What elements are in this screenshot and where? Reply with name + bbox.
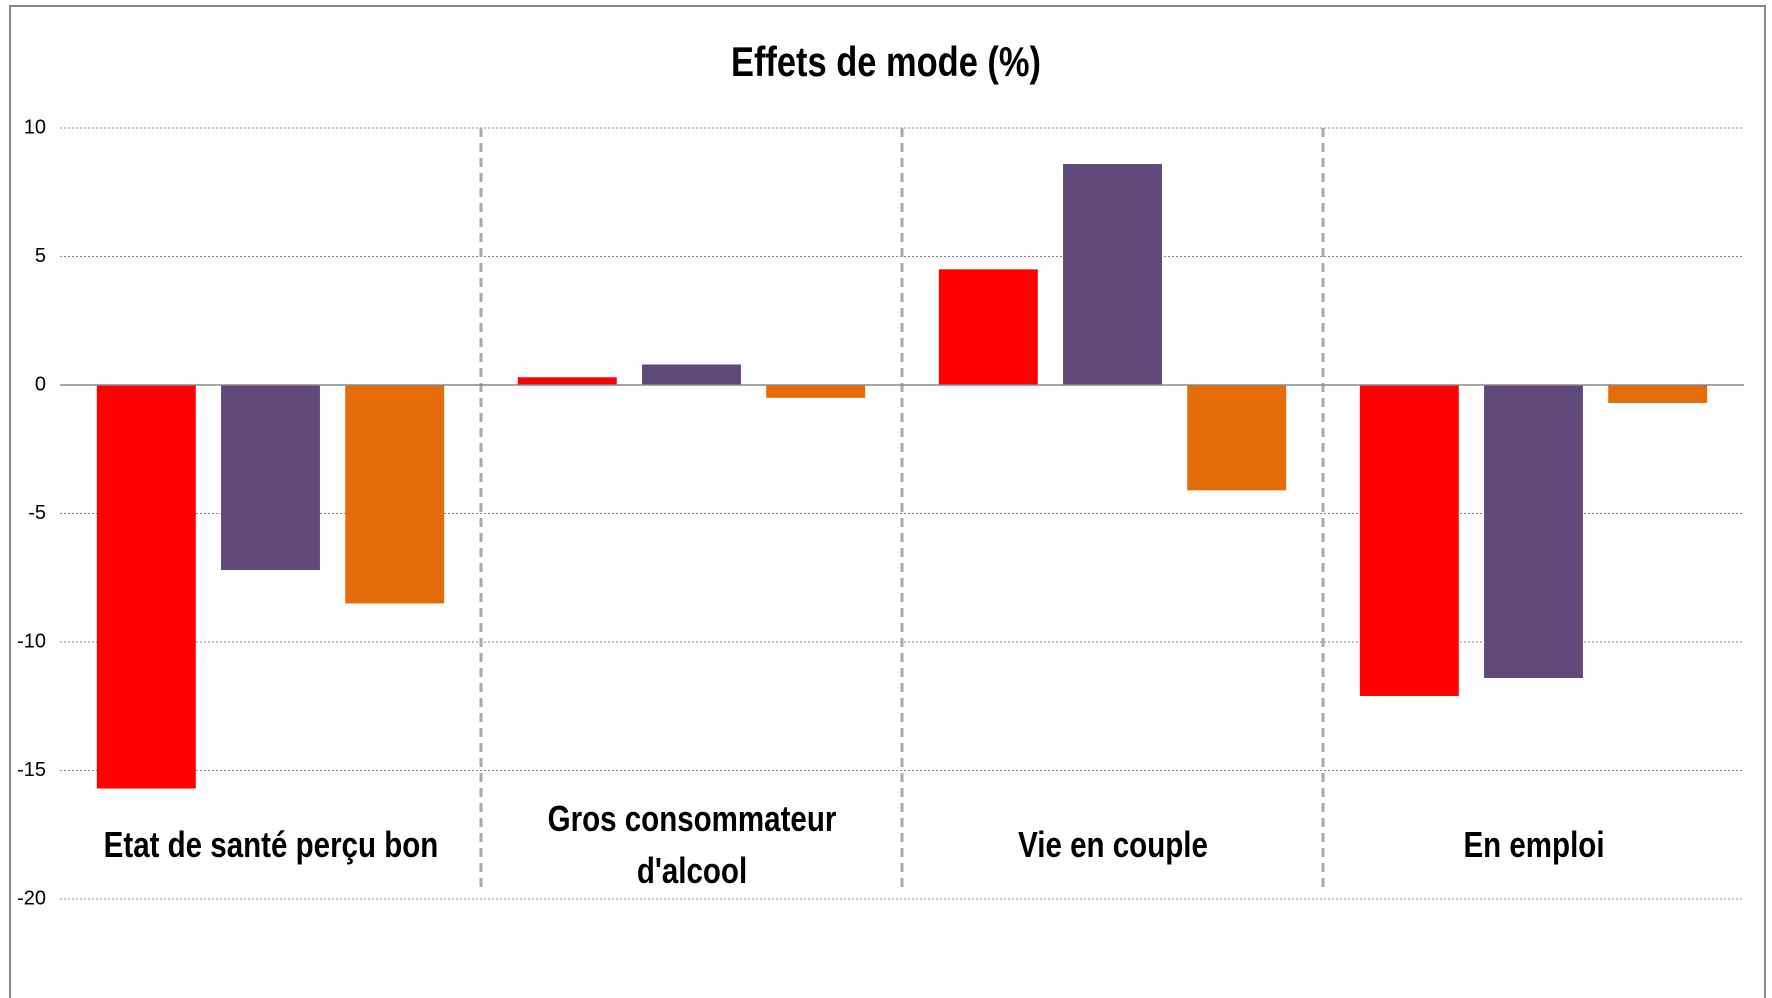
y-tick-label: -10: [17, 630, 46, 652]
category-label: Etat de santé perçu bon: [103, 823, 438, 865]
category-label: Gros consommateur d'alcool: [547, 797, 836, 891]
y-tick-label: -5: [28, 502, 46, 524]
bar: [642, 364, 741, 385]
bar: [1484, 385, 1583, 678]
bar: [221, 385, 320, 571]
bar: [517, 377, 617, 385]
chart-title: Effets de mode (%): [730, 38, 1041, 85]
bar: [766, 385, 866, 398]
y-tick-label: 5: [35, 245, 46, 267]
y-tick-label: 0: [35, 373, 46, 395]
y-tick-label: -15: [17, 759, 46, 781]
category-label: Vie en couple: [1017, 823, 1208, 865]
bar: [1359, 385, 1459, 696]
bar: [96, 385, 196, 789]
bar: [1063, 163, 1162, 385]
chart-frame: [9, 5, 1766, 998]
y-tick-label: 10: [24, 116, 46, 138]
bar: [1608, 385, 1708, 403]
bar: [938, 269, 1038, 385]
bar: [345, 385, 445, 604]
bar: [1187, 385, 1287, 491]
category-label: En emploi: [1462, 823, 1605, 865]
y-tick-label: -20: [17, 887, 46, 909]
